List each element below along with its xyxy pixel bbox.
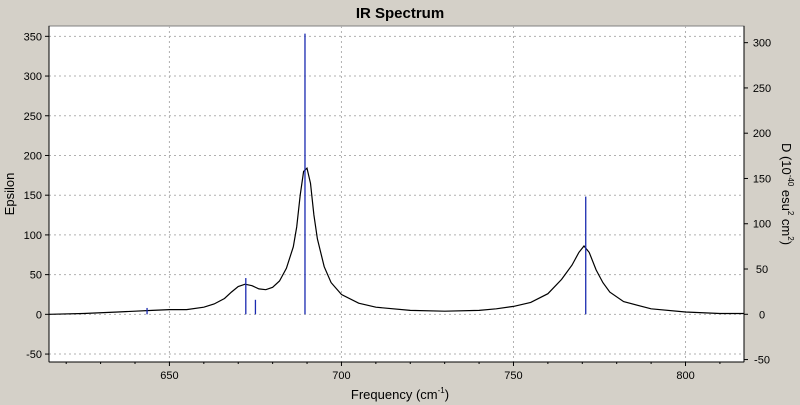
y-right-tick-label: 0 <box>759 309 765 321</box>
x-tick-label: 650 <box>160 370 178 382</box>
y-left-tick-label: 300 <box>24 71 42 83</box>
grid-lines <box>49 26 744 362</box>
x-tick-label: 700 <box>332 370 350 382</box>
data-layer <box>48 33 744 315</box>
x-tick-label: 750 <box>504 370 522 382</box>
y-right-title-part-0: D (10 <box>779 143 794 175</box>
y-right-tick-label: 50 <box>756 264 768 276</box>
y-left-tick-label: -50 <box>26 349 42 361</box>
x-axis-title-superscript: -1 <box>438 386 446 395</box>
y-right-tick-label: 150 <box>753 173 771 185</box>
chart-title: IR Spectrum <box>356 5 444 22</box>
y-left-tick-label: 50 <box>30 270 42 282</box>
y-left-tick-label: 200 <box>24 150 42 162</box>
x-axis-title: Frequency (cm-1) <box>351 386 449 402</box>
y-right-tick-label: 100 <box>753 219 771 231</box>
y-right-title-part-1: -40 <box>786 175 795 187</box>
y-right-title-part-5: 2 <box>786 236 795 241</box>
y-axis-right-title: D (10-40 esu2 cm2) <box>779 143 795 245</box>
x-axis-title-main: Frequency (cm <box>351 387 438 402</box>
plot-area <box>48 25 745 363</box>
y-left-tick-label: 250 <box>24 111 42 123</box>
y-right-title-part-3: 2 <box>786 211 795 216</box>
spectrum-line <box>48 167 744 315</box>
y-axis-left-title: Epsilon <box>2 173 17 216</box>
axes: 650 700 750 800 -50 0 50 100 150 200 250 300 350 -50 0… <box>24 26 771 382</box>
y-right-tick-label: 200 <box>753 128 771 140</box>
y-left-tick-label: 100 <box>24 230 42 242</box>
x-axis-title-end: ) <box>445 387 449 402</box>
y-right-title-part-4: cm <box>779 215 794 236</box>
y-left-tick-label: 0 <box>36 309 42 321</box>
y-right-title-part-2: esu <box>779 186 794 211</box>
x-tick-label: 800 <box>676 370 694 382</box>
y-left-tick-label: 150 <box>24 190 42 202</box>
y-right-tick-label: -50 <box>754 355 770 367</box>
y-right-tick-label: 250 <box>753 83 771 95</box>
y-right-title-part-6: ) <box>779 241 794 245</box>
y-left-tick-label: 350 <box>24 31 42 43</box>
y-right-tick-label: 300 <box>753 38 771 50</box>
